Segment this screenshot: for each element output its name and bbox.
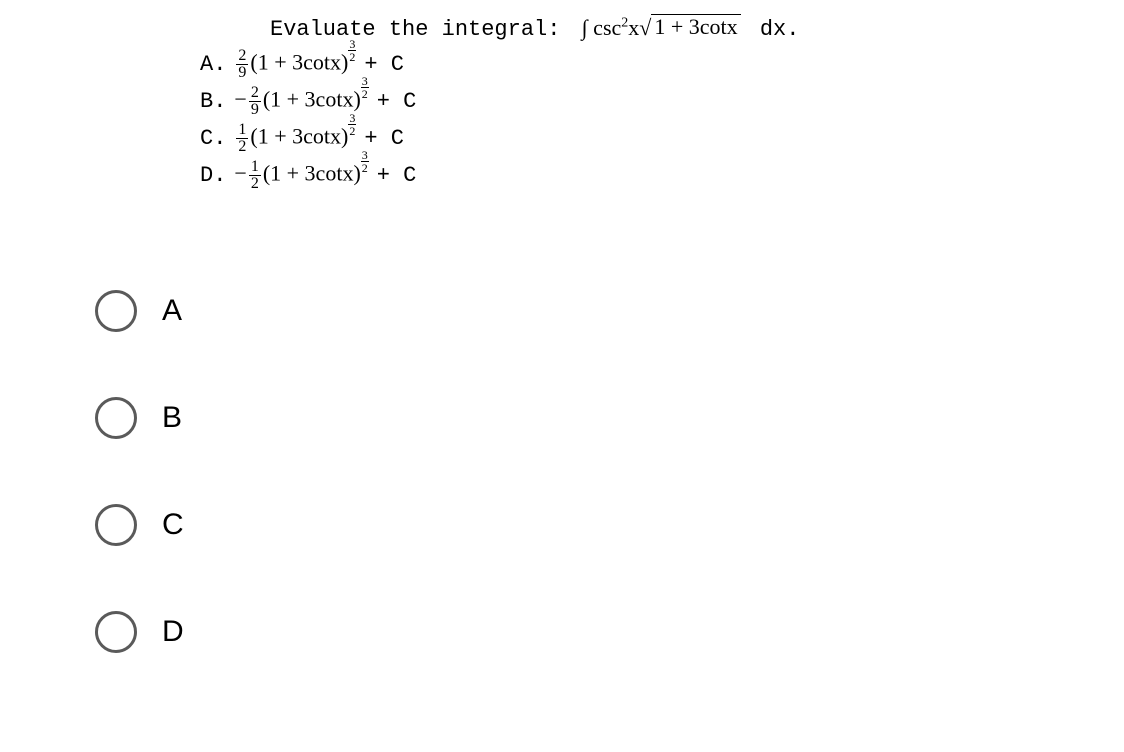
options-group: A B C D [95,290,184,718]
answer-a-frac-num: 2 [236,48,248,65]
constant-c: + C [364,126,404,151]
answer-b: B. −29(1 + 3cotx)32 + C [200,85,1000,118]
option-b-label: B [162,401,182,435]
sqrt-expression: 1 + 3cotx [651,14,740,39]
radio-a-icon[interactable] [95,290,137,332]
option-c[interactable]: C [95,504,184,546]
option-d[interactable]: D [95,611,184,653]
answer-d-sign: − [234,161,246,186]
answer-d-frac-num: 1 [249,159,261,176]
answer-d-frac-den: 2 [249,176,261,192]
answer-b-label: B. [200,89,226,114]
prompt-text: Evaluate the integral: [270,17,560,42]
csc-power: 2 [621,16,628,31]
option-b[interactable]: B [95,397,184,439]
question-block: Evaluate the integral: ∫ csc2x√1 + 3cotx… [200,14,1000,196]
answer-b-frac-den: 9 [249,102,261,118]
answer-a-body: (1 + 3cotx) [250,50,348,75]
answer-a-exp-den: 2 [348,51,356,63]
answer-d-label: D. [200,163,226,188]
option-c-label: C [162,508,184,542]
constant-b: + C [377,89,417,114]
dx-text: dx. [760,17,800,42]
option-a-label: A [162,294,182,328]
answer-a: A. 29(1 + 3cotx)32 + C [200,48,1000,81]
radio-b-icon[interactable] [95,397,137,439]
radio-d-icon[interactable] [95,611,137,653]
option-d-label: D [162,615,184,649]
answer-c: C. 12(1 + 3cotx)32 + C [200,122,1000,155]
answer-c-exp-den: 2 [348,125,356,137]
constant-d: + C [377,163,417,188]
answer-c-body: (1 + 3cotx) [250,124,348,149]
constant-a: + C [364,52,404,77]
question-prompt: Evaluate the integral: ∫ csc2x√1 + 3cotx… [270,14,1000,42]
answer-b-exp-den: 2 [361,88,369,100]
radio-c-icon[interactable] [95,504,137,546]
answer-c-frac-num: 1 [236,122,248,139]
answer-b-sign: − [234,87,246,112]
answer-b-frac-num: 2 [249,85,261,102]
answer-d-body: (1 + 3cotx) [263,161,361,186]
answer-b-body: (1 + 3cotx) [263,87,361,112]
answer-d: D. −12(1 + 3cotx)32 + C [200,159,1000,192]
option-a[interactable]: A [95,290,184,332]
answer-a-frac-den: 9 [236,65,248,81]
answer-a-label: A. [200,52,226,77]
answer-d-exp-den: 2 [361,162,369,174]
answer-c-frac-den: 2 [236,139,248,155]
answer-c-label: C. [200,126,226,151]
